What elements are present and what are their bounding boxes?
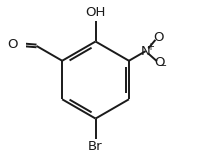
Text: N: N (141, 45, 150, 58)
Text: +: + (146, 42, 154, 52)
Text: OH: OH (85, 6, 106, 19)
Text: Br: Br (88, 140, 103, 153)
Text: O: O (154, 56, 165, 69)
Text: −: − (159, 61, 167, 71)
Text: O: O (7, 38, 18, 51)
Text: O: O (153, 31, 163, 44)
